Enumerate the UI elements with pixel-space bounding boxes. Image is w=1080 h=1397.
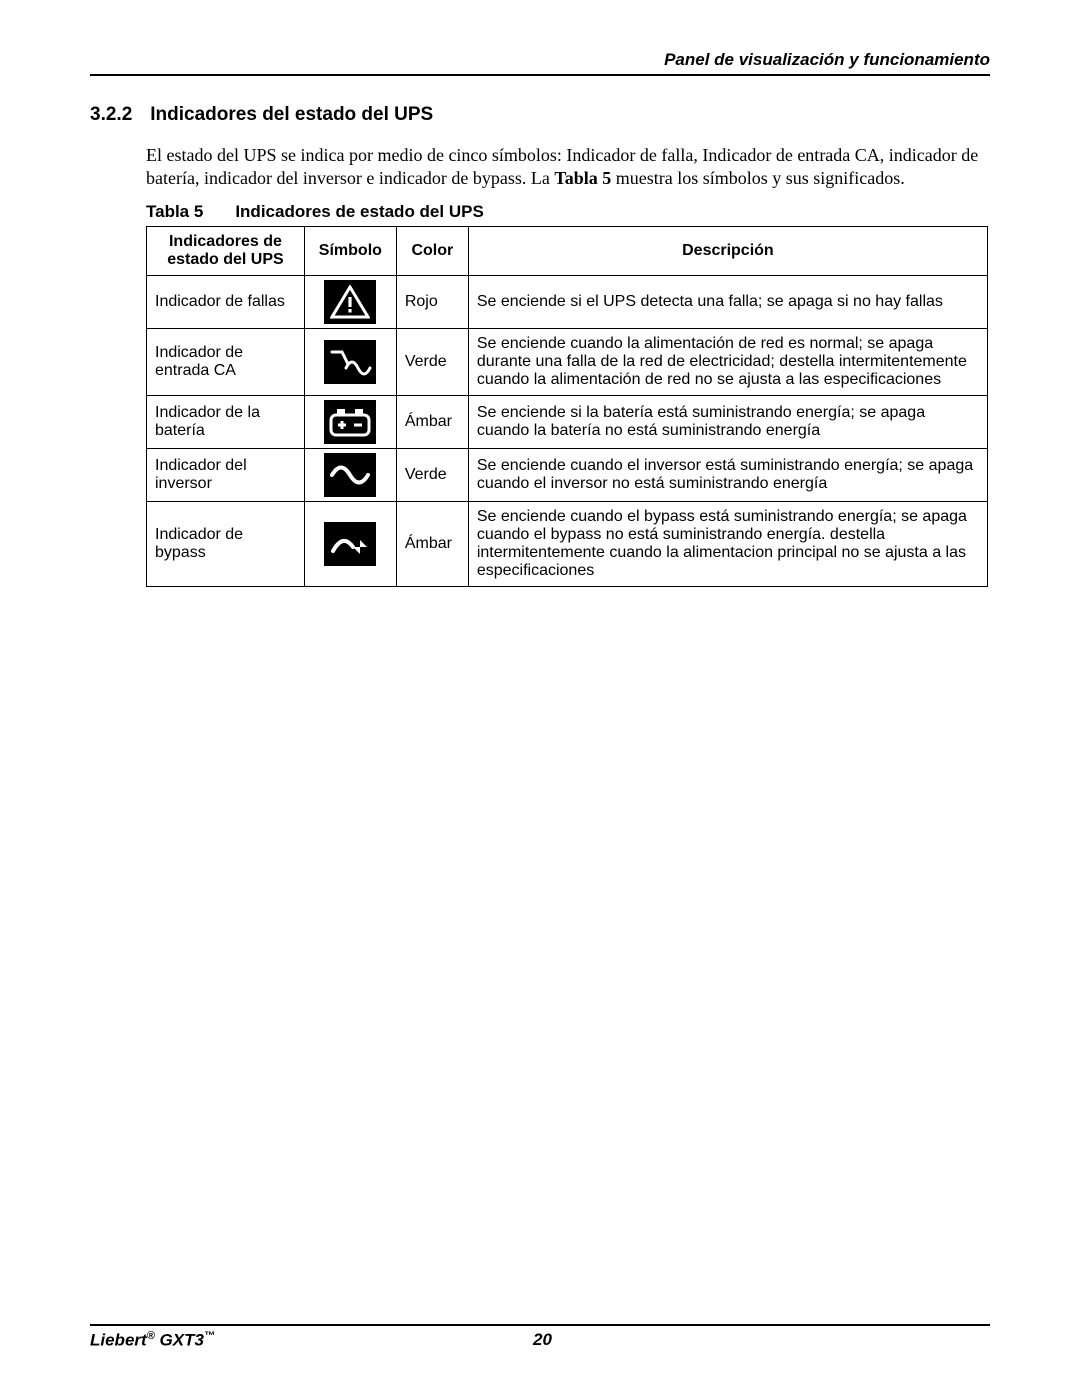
table-row: Indicador de entrada CA Verde Se enciend…: [147, 329, 988, 396]
cell-description: Se enciende si el UPS detecta una falla;…: [468, 276, 987, 329]
section-title: Indicadores del estado del UPS: [150, 104, 433, 125]
footer-spacer: [870, 1330, 990, 1351]
cell-indicator-name: Indicador de fallas: [147, 276, 305, 329]
cell-color: Verde: [396, 329, 468, 396]
fault-icon: [324, 280, 376, 324]
cell-indicator-name: Indicador de bypass: [147, 502, 305, 587]
footer-product-post: GXT3: [155, 1331, 204, 1350]
table-row: Indicador del inversor Verde Se enciende…: [147, 449, 988, 502]
cell-symbol: [304, 276, 396, 329]
table-caption: Tabla 5 Indicadores de estado del UPS: [146, 202, 990, 222]
table-header-row: Indicadores de estado del UPS Símbolo Co…: [147, 227, 988, 276]
cell-description: Se enciende cuando el bypass está sumini…: [468, 502, 987, 587]
battery-icon: [324, 400, 376, 444]
registered-mark-icon: ®: [147, 1330, 155, 1342]
col-header-description: Descripción: [468, 227, 987, 276]
bypass-icon: [324, 522, 376, 566]
para-table-ref: Tabla 5: [554, 168, 611, 188]
inverter-icon: [324, 453, 376, 497]
trademark-icon: ™: [204, 1330, 215, 1342]
cell-symbol: [304, 502, 396, 587]
section-heading: 3.2.2 Indicadores del estado del UPS: [90, 104, 990, 126]
ups-indicators-table: Indicadores de estado del UPS Símbolo Co…: [146, 226, 988, 587]
cell-description: Se enciende si la batería está suministr…: [468, 396, 987, 449]
para-text-2: muestra los símbolos y sus significados.: [611, 168, 905, 188]
footer-product: Liebert® GXT3™: [90, 1330, 215, 1351]
cell-symbol: [304, 449, 396, 502]
cell-symbol: [304, 396, 396, 449]
intro-paragraph: El estado del UPS se indica por medio de…: [146, 144, 990, 190]
ac-input-icon: [324, 340, 376, 384]
table-row: Indicador de bypass Ámbar Se enciende cu…: [147, 502, 988, 587]
col-header-color: Color: [396, 227, 468, 276]
table-row: Indicador de la batería Ámbar: [147, 396, 988, 449]
table-row: Indicador de fallas Rojo Se enciende si …: [147, 276, 988, 329]
footer-product-pre: Liebert: [90, 1331, 147, 1350]
cell-description: Se enciende cuando el inversor está sumi…: [468, 449, 987, 502]
cell-indicator-name: Indicador de entrada CA: [147, 329, 305, 396]
col-header-symbol: Símbolo: [304, 227, 396, 276]
cell-color: Verde: [396, 449, 468, 502]
section-number: 3.2.2: [90, 104, 132, 126]
page-footer: Liebert® GXT3™ 20: [90, 1324, 990, 1351]
table-label: Tabla 5: [146, 202, 203, 222]
cell-color: Ámbar: [396, 502, 468, 587]
cell-indicator-name: Indicador del inversor: [147, 449, 305, 502]
footer-page-number: 20: [215, 1330, 870, 1351]
cell-description: Se enciende cuando la alimentación de re…: [468, 329, 987, 396]
running-head: Panel de visualización y funcionamiento: [90, 50, 990, 76]
cell-symbol: [304, 329, 396, 396]
cell-color: Ámbar: [396, 396, 468, 449]
cell-indicator-name: Indicador de la batería: [147, 396, 305, 449]
cell-color: Rojo: [396, 276, 468, 329]
page: Panel de visualización y funcionamiento …: [0, 0, 1080, 1397]
table-title: Indicadores de estado del UPS: [235, 202, 483, 221]
col-header-indicator: Indicadores de estado del UPS: [147, 227, 305, 276]
